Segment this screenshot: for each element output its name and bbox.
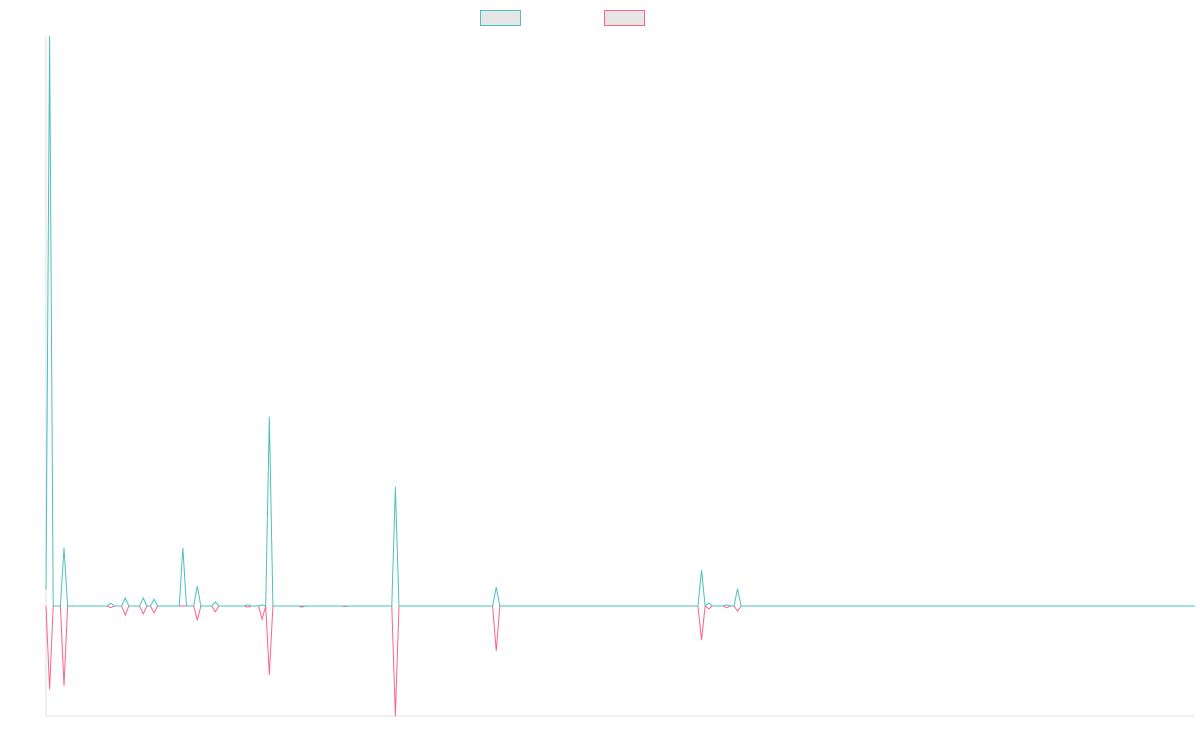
legend-swatch[interactable] bbox=[604, 10, 645, 26]
legend-swatch[interactable] bbox=[480, 10, 521, 26]
series-line bbox=[45, 35, 1195, 607]
series-line bbox=[45, 605, 1195, 717]
